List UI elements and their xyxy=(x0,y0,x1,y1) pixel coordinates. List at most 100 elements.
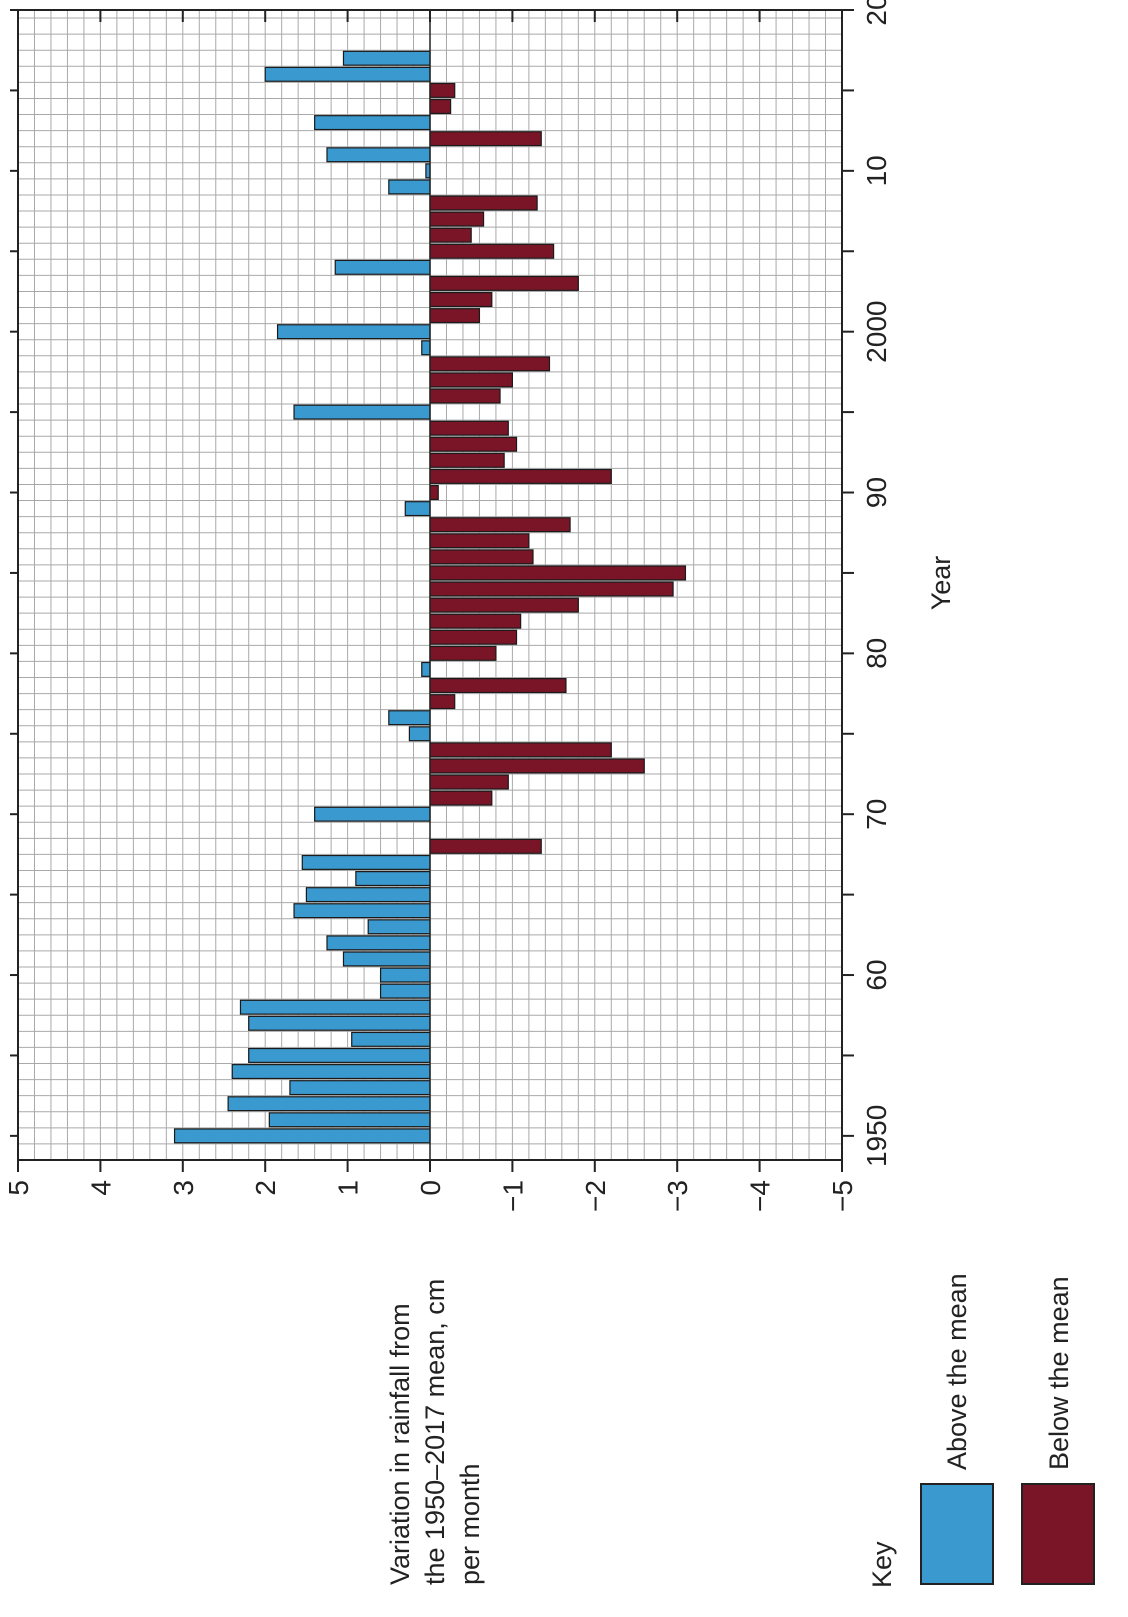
bar-above-mean xyxy=(404,501,431,517)
value-tick-label: −4 xyxy=(745,1180,776,1212)
value-tick-label: 0 xyxy=(415,1180,446,1196)
bar-above-mean xyxy=(248,1015,431,1031)
year-tick-label: 90 xyxy=(861,477,892,508)
bar-above-mean xyxy=(305,887,431,903)
bar-below-mean xyxy=(429,308,481,324)
bar-below-mean xyxy=(429,629,518,645)
value-axis-label: Variation in rainfall from the 1950–2017… xyxy=(385,1279,485,1585)
bar-below-mean xyxy=(429,227,472,243)
bar-below-mean xyxy=(429,581,674,597)
bar-above-mean xyxy=(367,919,431,935)
bar-above-mean xyxy=(227,1096,431,1112)
value-tick-label: −2 xyxy=(580,1180,611,1212)
bar-above-mean xyxy=(293,903,431,919)
year-tick-label: 70 xyxy=(861,799,892,830)
value-tick-label: 4 xyxy=(85,1180,116,1196)
value-axis-label-line: Variation in rainfall from xyxy=(385,1303,415,1585)
bar-below-mean xyxy=(429,533,530,549)
bar-above-mean xyxy=(351,1031,431,1047)
bar-below-mean xyxy=(429,678,567,694)
bar-below-mean xyxy=(429,468,612,484)
year-tick-labels: 1950 60 70 80 90 2000 10 20 xyxy=(861,0,892,1167)
bar-above-mean xyxy=(388,179,431,195)
bar-below-mean xyxy=(429,645,497,661)
year-tick-label: 1950 xyxy=(861,1105,892,1167)
year-tick-label: 80 xyxy=(861,638,892,669)
bar-below-mean xyxy=(429,742,612,758)
bar-below-mean xyxy=(429,211,485,227)
bar-below-mean xyxy=(429,774,509,790)
bar-below-mean xyxy=(429,356,551,372)
bar-above-mean xyxy=(173,1128,431,1144)
bar-below-mean xyxy=(429,758,645,774)
bar-above-mean xyxy=(342,50,431,66)
bar-below-mean xyxy=(429,452,505,468)
bar-above-mean xyxy=(248,1047,431,1063)
value-tick-label: 5 xyxy=(3,1180,34,1196)
bar-below-mean xyxy=(429,549,534,565)
bar-above-mean xyxy=(355,871,431,887)
legend-swatch-above xyxy=(920,1483,994,1585)
year-tick-label: 10 xyxy=(861,155,892,186)
bar-above-mean xyxy=(342,951,431,967)
value-tick-label: −1 xyxy=(497,1180,528,1212)
value-axis-label-line: per month xyxy=(455,1463,485,1585)
value-tick-label: 1 xyxy=(333,1180,364,1196)
legend-title: Key xyxy=(867,1541,897,1588)
axes xyxy=(10,9,854,1172)
bar-below-mean xyxy=(429,131,542,147)
value-tick-label: 2 xyxy=(250,1180,281,1196)
bar-below-mean xyxy=(429,597,579,613)
legend: Key Above the mean Below the mean xyxy=(867,1273,1095,1588)
bar-below-mean xyxy=(429,485,439,501)
bar-below-mean xyxy=(429,838,542,854)
bar-below-mean xyxy=(429,291,493,308)
bar-below-mean xyxy=(429,388,501,404)
value-tick-label: 3 xyxy=(168,1180,199,1196)
year-axis-label: Year xyxy=(926,556,956,611)
legend-swatch-below xyxy=(1021,1483,1095,1585)
bar-above-mean xyxy=(239,999,431,1015)
bar-above-mean xyxy=(326,147,431,163)
bar-above-mean xyxy=(268,1112,431,1128)
bar-above-mean xyxy=(314,115,431,131)
legend-label-above: Above the mean xyxy=(942,1273,972,1470)
bar-above-mean xyxy=(264,66,431,82)
bar-above-mean xyxy=(314,806,431,822)
bar-below-mean xyxy=(429,195,538,211)
value-tick-labels: 5 4 3 2 1 0 −1 −2 −3 −4 −5 xyxy=(3,1180,858,1212)
bar-below-mean xyxy=(429,82,456,98)
bar-below-mean xyxy=(429,613,522,629)
bar-below-mean xyxy=(429,790,493,806)
bar-above-mean xyxy=(388,710,431,726)
bar-below-mean xyxy=(429,517,571,533)
bar-below-mean xyxy=(429,275,579,291)
legend-label-below: Below the mean xyxy=(1044,1276,1074,1470)
bar-above-mean xyxy=(379,967,431,983)
bar-above-mean xyxy=(421,340,431,356)
value-tick-label: −5 xyxy=(827,1180,858,1212)
bar-above-mean xyxy=(289,1080,431,1096)
bar-below-mean xyxy=(429,694,456,710)
bar-above-mean xyxy=(408,726,431,742)
bar-above-mean xyxy=(293,404,431,420)
bar-below-mean xyxy=(429,98,452,115)
bar-above-mean xyxy=(334,259,431,275)
bar-below-mean xyxy=(429,372,514,388)
bar-above-mean xyxy=(231,1064,431,1080)
bar-below-mean xyxy=(429,436,518,452)
bar-above-mean xyxy=(301,854,431,870)
bar-below-mean xyxy=(429,565,687,581)
bar-above-mean xyxy=(276,324,431,340)
value-axis-label-line: the 1950–2017 mean, cm xyxy=(420,1279,450,1585)
value-tick-label: −3 xyxy=(662,1180,693,1212)
bar-above-mean xyxy=(379,983,431,999)
bar-above-mean xyxy=(326,935,431,951)
bars xyxy=(173,50,687,1144)
bar-above-mean xyxy=(421,661,431,677)
bar-below-mean xyxy=(429,243,555,259)
bar-below-mean xyxy=(429,420,509,436)
year-tick-label: 2000 xyxy=(861,301,892,363)
year-tick-label: 20 xyxy=(861,0,892,26)
